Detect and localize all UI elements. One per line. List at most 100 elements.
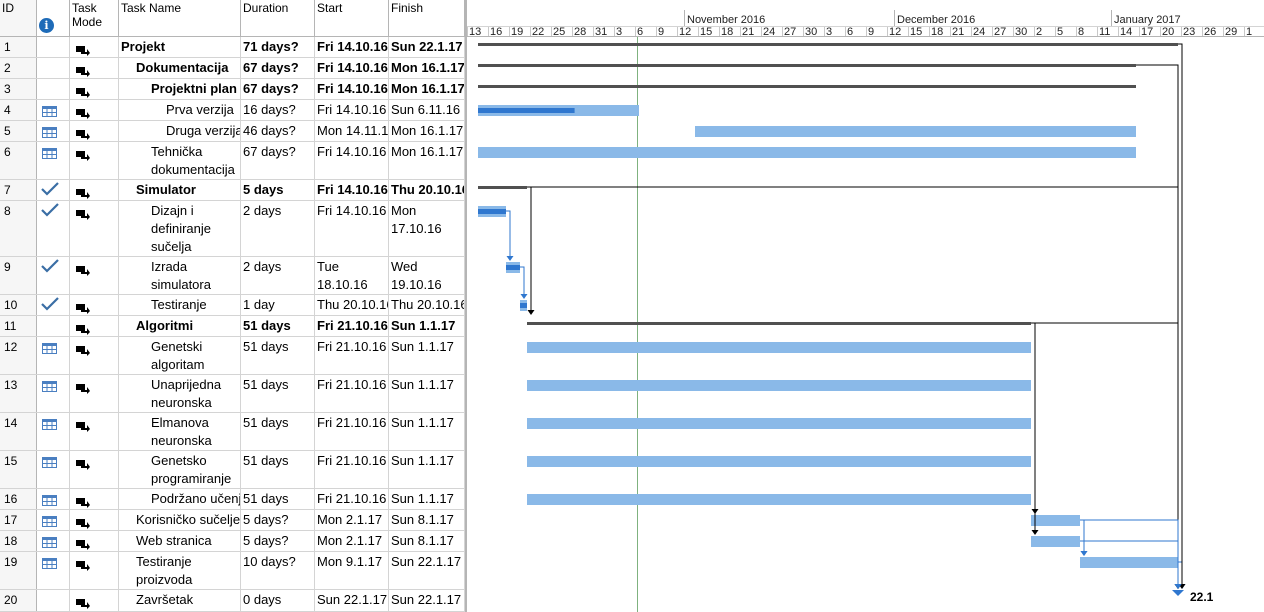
summary-bar[interactable] xyxy=(478,64,1136,67)
task-mode-cell[interactable] xyxy=(70,413,119,450)
task-id-cell[interactable]: 13 xyxy=(0,375,37,412)
task-mode-cell[interactable] xyxy=(70,201,119,256)
task-mode-cell[interactable] xyxy=(70,451,119,488)
task-bar[interactable] xyxy=(1031,515,1080,526)
finish-cell[interactable]: Sun 22.1.17 xyxy=(389,590,465,611)
task-bar[interactable] xyxy=(695,126,1136,137)
start-cell[interactable]: Fri 14.10.16 xyxy=(315,100,389,120)
duration-cell[interactable]: 67 days? xyxy=(241,79,315,99)
task-id-cell[interactable]: 8 xyxy=(0,201,37,256)
start-cell[interactable]: Tue 18.10.16 xyxy=(315,257,389,294)
table-row[interactable]: 3 Projektni plan 67 days? Fri 14.10.16 Mon 1… xyxy=(0,79,465,100)
finish-cell[interactable]: Sun 6.11.16 xyxy=(389,100,465,120)
start-cell[interactable]: Fri 21.10.16 xyxy=(315,337,389,374)
task-mode-cell[interactable] xyxy=(70,295,119,315)
milestone-marker[interactable] xyxy=(1172,590,1184,596)
duration-cell[interactable]: 71 days? xyxy=(241,37,315,57)
task-bar[interactable] xyxy=(527,380,1031,391)
finish-cell[interactable]: Sun 1.1.17 xyxy=(389,375,465,412)
task-mode-cell[interactable] xyxy=(70,510,119,530)
duration-cell[interactable]: 10 days? xyxy=(241,552,315,589)
finish-cell[interactable]: Sun 22.1.17 xyxy=(389,552,465,589)
task-id-cell[interactable]: 15 xyxy=(0,451,37,488)
task-name-cell[interactable]: Dokumentacija xyxy=(119,58,241,78)
task-mode-cell[interactable] xyxy=(70,58,119,78)
task-mode-cell[interactable] xyxy=(70,552,119,589)
start-cell[interactable]: Mon 2.1.17 xyxy=(315,510,389,530)
summary-bar[interactable] xyxy=(478,43,1178,46)
start-cell[interactable]: Mon 9.1.17 xyxy=(315,552,389,589)
start-cell[interactable]: Fri 14.10.16 xyxy=(315,79,389,99)
finish-cell[interactable]: Wed 19.10.16 xyxy=(389,257,465,294)
task-name-cell[interactable]: Elmanova neuronska xyxy=(119,413,241,450)
start-cell[interactable]: Fri 14.10.16 xyxy=(315,201,389,256)
task-id-cell[interactable]: 14 xyxy=(0,413,37,450)
task-id-cell[interactable]: 2 xyxy=(0,58,37,78)
start-cell[interactable]: Fri 21.10.16 xyxy=(315,316,389,336)
header-indicators[interactable]: i xyxy=(37,0,70,37)
duration-cell[interactable]: 0 days xyxy=(241,590,315,611)
finish-cell[interactable]: Mon 17.10.16 xyxy=(389,201,465,256)
task-id-cell[interactable]: 3 xyxy=(0,79,37,99)
start-cell[interactable]: Fri 14.10.16 xyxy=(315,58,389,78)
task-mode-cell[interactable] xyxy=(70,180,119,200)
summary-bar[interactable] xyxy=(478,85,1136,88)
table-row[interactable]: 11 Algoritmi 51 days Fri 21.10.16 Sun 1.1.17 xyxy=(0,316,465,337)
task-mode-cell[interactable] xyxy=(70,142,119,179)
finish-cell[interactable]: Sun 1.1.17 xyxy=(389,337,465,374)
table-row[interactable]: 14 Elmanova neuronska 51 days Fri 21.10.16 S… xyxy=(0,413,465,451)
task-name-cell[interactable]: Druga verzija xyxy=(119,121,241,141)
table-row[interactable]: 8 Dizajn i definiranje sučelja 2 days Fri 1… xyxy=(0,201,465,257)
task-id-cell[interactable]: 19 xyxy=(0,552,37,589)
task-mode-cell[interactable] xyxy=(70,79,119,99)
start-cell[interactable]: Fri 21.10.16 xyxy=(315,451,389,488)
finish-cell[interactable]: Mon 16.1.17 xyxy=(389,79,465,99)
header-finish[interactable]: Finish xyxy=(389,0,465,37)
task-name-cell[interactable]: Genetski algoritam xyxy=(119,337,241,374)
finish-cell[interactable]: Sun 1.1.17 xyxy=(389,451,465,488)
task-name-cell[interactable]: Završetak xyxy=(119,590,241,611)
task-name-cell[interactable]: Prva verzija xyxy=(119,100,241,120)
table-row[interactable]: 9 Izrada simulatora 2 days Tue 18.10.16 Wed … xyxy=(0,257,465,295)
task-mode-cell[interactable] xyxy=(70,316,119,336)
task-id-cell[interactable]: 9 xyxy=(0,257,37,294)
duration-cell[interactable]: 1 day xyxy=(241,295,315,315)
task-mode-cell[interactable] xyxy=(70,37,119,57)
task-name-cell[interactable]: Unaprijedna neuronska xyxy=(119,375,241,412)
header-task-mode[interactable]: Task Mode xyxy=(70,0,119,37)
table-row[interactable]: 1 Projekt 71 days? Fri 14.10.16 Sun 22.1.17 xyxy=(0,37,465,58)
table-row[interactable]: 18 Web stranica 5 days? Mon 2.1.17 Sun 8.1.1… xyxy=(0,531,465,552)
task-id-cell[interactable]: 5 xyxy=(0,121,37,141)
task-id-cell[interactable]: 18 xyxy=(0,531,37,551)
table-row[interactable]: 20 Završetak 0 days Sun 22.1.17 Sun 22.1.17 xyxy=(0,590,465,612)
duration-cell[interactable]: 16 days? xyxy=(241,100,315,120)
finish-cell[interactable]: Sun 1.1.17 xyxy=(389,316,465,336)
task-id-cell[interactable]: 1 xyxy=(0,37,37,57)
task-id-cell[interactable]: 16 xyxy=(0,489,37,509)
task-mode-cell[interactable] xyxy=(70,531,119,551)
finish-cell[interactable]: Mon 16.1.17 xyxy=(389,142,465,179)
task-bar[interactable] xyxy=(1031,536,1080,547)
task-bar[interactable] xyxy=(478,147,1136,158)
start-cell[interactable]: Mon 2.1.17 xyxy=(315,531,389,551)
task-name-cell[interactable]: Izrada simulatora xyxy=(119,257,241,294)
finish-cell[interactable]: Thu 20.10.16 xyxy=(389,295,465,315)
duration-cell[interactable]: 51 days xyxy=(241,375,315,412)
start-cell[interactable]: Fri 21.10.16 xyxy=(315,413,389,450)
duration-cell[interactable]: 51 days xyxy=(241,451,315,488)
task-name-cell[interactable]: Projekt xyxy=(119,37,241,57)
finish-cell[interactable]: Sun 22.1.17 xyxy=(389,37,465,57)
duration-cell[interactable]: 5 days? xyxy=(241,531,315,551)
table-row[interactable]: 16 Podržano učenje 51 days Fri 21.10.16 Sun … xyxy=(0,489,465,510)
table-row[interactable]: 12 Genetski algoritam 51 days Fri 21.10.16 S… xyxy=(0,337,465,375)
task-name-cell[interactable]: Dizajn i definiranje sučelja xyxy=(119,201,241,256)
summary-bar[interactable] xyxy=(478,186,527,189)
duration-cell[interactable]: 2 days xyxy=(241,257,315,294)
start-cell[interactable]: Thu 20.10.16 xyxy=(315,295,389,315)
table-row[interactable]: 4 Prva verzija 16 days? Fri 14.10.16 Sun 6.1… xyxy=(0,100,465,121)
task-id-cell[interactable]: 10 xyxy=(0,295,37,315)
duration-cell[interactable]: 5 days? xyxy=(241,510,315,530)
duration-cell[interactable]: 51 days xyxy=(241,316,315,336)
